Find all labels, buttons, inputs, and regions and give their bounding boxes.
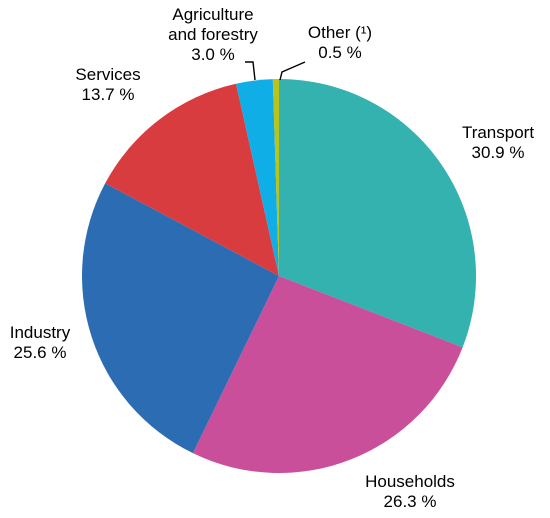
slice-labels: Transport 30.9 %Households 26.3 %Industry 2…	[10, 5, 535, 511]
pie-slices	[82, 79, 477, 473]
slice-label-services: Services 13.7 %	[75, 65, 140, 104]
slice-category-label: Agriculture	[172, 5, 253, 24]
slice-category-label: Other (¹)	[308, 23, 372, 42]
slice-label-agriculture-and-forestry: Agriculture and forestry 3.0 %	[168, 5, 258, 64]
pie-slice-transport	[279, 79, 477, 348]
leader-line-agriculture-and-forestry	[245, 61, 256, 81]
slice-category-label: Households	[365, 472, 455, 491]
leader-lines	[245, 61, 306, 81]
leader-line-other	[279, 61, 306, 81]
slice-value-label: 30.9 %	[472, 143, 525, 162]
slice-value-label: 13.7 %	[82, 85, 135, 104]
slice-category-label: Transport	[462, 123, 534, 142]
slice-label-industry: Industry 25.6 %	[10, 323, 71, 362]
pie-slice-industry	[82, 183, 280, 454]
slice-label-other: Other (¹) 0.5 %	[308, 23, 372, 62]
slice-value-label: 0.5 %	[318, 43, 361, 62]
pie-slice-services	[105, 83, 279, 277]
pie-slice-other	[272, 79, 279, 276]
slice-label-households: Households 26.3 %	[365, 472, 455, 511]
slice-label-transport: Transport 30.9 %	[462, 123, 534, 162]
slice-value-label: 25.6 %	[14, 343, 67, 362]
slice-category-label: Industry	[10, 323, 71, 342]
slice-value-label: 26.3 %	[384, 492, 437, 511]
slice-value-label: 3.0 %	[191, 45, 234, 64]
slice-category-label: Services	[75, 65, 140, 84]
pie-slice-agriculture-and-forestry	[236, 79, 279, 276]
slice-category-label: and forestry	[168, 25, 258, 44]
pie-slice-households	[192, 276, 463, 473]
